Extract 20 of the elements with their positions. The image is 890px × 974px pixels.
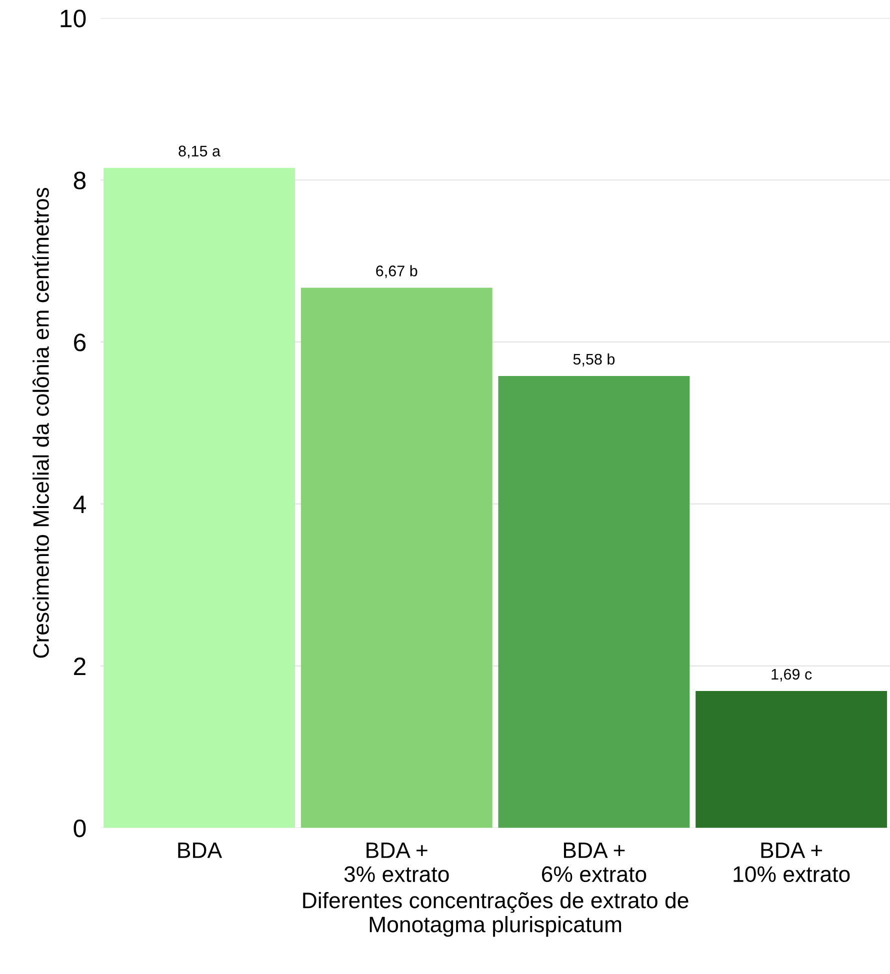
y-tick-label: 0 xyxy=(74,820,86,838)
data-label: 6,67 b xyxy=(376,265,418,278)
bar xyxy=(300,288,492,828)
x-tick-label: BDA + 6% extrato xyxy=(542,842,646,882)
x-tick-label: BDA + 3% extrato xyxy=(344,842,449,882)
x-tick-label: BDA + 10% extrato xyxy=(734,842,850,882)
y-tick-label: 4 xyxy=(73,496,86,514)
x-tick-label: BDA xyxy=(178,842,222,858)
bar xyxy=(498,376,690,828)
y-tick-label: 10 xyxy=(60,10,86,28)
data-label: 5,58 b xyxy=(573,353,615,366)
y-axis-title: Crescimento Micelial da colônia em centímetros xyxy=(32,188,49,658)
y-tick-label: 6 xyxy=(74,334,86,352)
y-tick-label: 8 xyxy=(74,172,86,190)
data-label: 1,69 c xyxy=(772,668,812,682)
x-axis-title: Diferentes concentrações de extrato de Monotagma plurispicatum xyxy=(303,892,688,937)
data-label: 8,15 a xyxy=(178,146,220,158)
y-tick-label: 2 xyxy=(74,658,86,675)
bar xyxy=(696,691,888,828)
bar xyxy=(104,168,295,828)
